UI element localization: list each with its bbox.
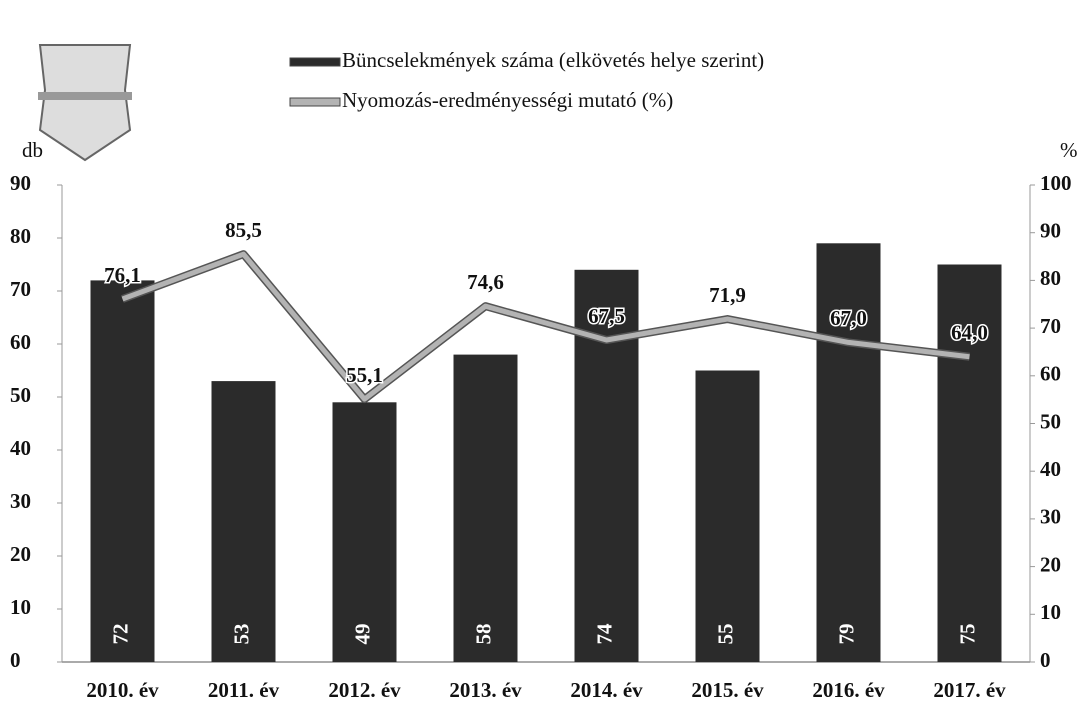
bar	[695, 370, 760, 662]
y-axis-title: db	[22, 138, 43, 162]
line-value-label: 76,1	[104, 263, 141, 287]
bar	[816, 243, 881, 663]
y-tick-label: 70	[10, 277, 31, 301]
line-value-label: 71,9	[709, 283, 746, 307]
y2-tick-label: 60	[1040, 362, 1061, 386]
bar-value-label: 58	[471, 624, 495, 645]
y2-tick-label: 20	[1040, 552, 1061, 576]
bar-value-label: 79	[834, 624, 858, 645]
bar	[90, 280, 155, 662]
x-tick-label: 2014. év	[570, 678, 643, 702]
bar	[211, 381, 276, 662]
bar	[937, 264, 1002, 662]
x-tick-label: 2010. év	[86, 678, 159, 702]
legend-swatch	[289, 97, 341, 107]
y2-tick-label: 80	[1040, 266, 1061, 290]
y2-tick-label: 40	[1040, 457, 1061, 481]
logo	[38, 44, 132, 162]
y2-tick-label: 100	[1040, 171, 1072, 195]
x-tick-label: 2013. év	[449, 678, 522, 702]
x-tick-label: 2012. év	[328, 678, 401, 702]
line-value-label: 64,0	[951, 321, 988, 345]
bar-value-label: 53	[229, 624, 253, 645]
y2-tick-label: 50	[1040, 409, 1061, 433]
y-tick-label: 0	[10, 648, 21, 672]
y-tick-label: 60	[10, 330, 31, 354]
x-tick-label: 2011. év	[208, 678, 280, 702]
line-value-label: 55,1	[346, 363, 383, 387]
y-tick-label: 40	[10, 436, 31, 460]
y-tick-label: 90	[10, 171, 31, 195]
y-tick-label: 30	[10, 489, 31, 513]
legend-label: Büncselekmények száma (elkövetés helye s…	[342, 48, 764, 72]
bar	[453, 354, 518, 662]
bar-value-label: 75	[955, 624, 979, 645]
y2-tick-label: 90	[1040, 219, 1061, 243]
x-tick-label: 2015. év	[691, 678, 764, 702]
line	[121, 251, 970, 402]
y-tick-label: 80	[10, 224, 31, 248]
bar-value-label: 72	[108, 624, 132, 645]
line-value-label: 67,5	[588, 304, 625, 328]
bar	[332, 402, 397, 662]
legend-swatch	[289, 57, 341, 67]
line-value-label: 85,5	[225, 218, 262, 242]
line-value-label: 74,6	[467, 270, 504, 294]
y2-axis-title: %	[1060, 138, 1078, 162]
y-tick-label: 10	[10, 595, 31, 619]
y2-tick-label: 0	[1040, 648, 1051, 672]
y2-tick-label: 70	[1040, 314, 1061, 338]
line-value-label: 67,0	[830, 306, 867, 330]
y2-tick-label: 10	[1040, 600, 1061, 624]
bar-value-label: 49	[350, 624, 374, 645]
x-tick-label: 2016. év	[812, 678, 885, 702]
legend-label: Nyomozás-eredményességi mutató (%)	[342, 88, 673, 112]
x-tick-label: 2017. év	[933, 678, 1006, 702]
bar	[574, 269, 639, 662]
y2-tick-label: 30	[1040, 505, 1061, 529]
y-tick-label: 50	[10, 383, 31, 407]
bar-value-label: 55	[713, 624, 737, 645]
bar-value-label: 74	[592, 623, 616, 645]
y-tick-label: 20	[10, 542, 31, 566]
